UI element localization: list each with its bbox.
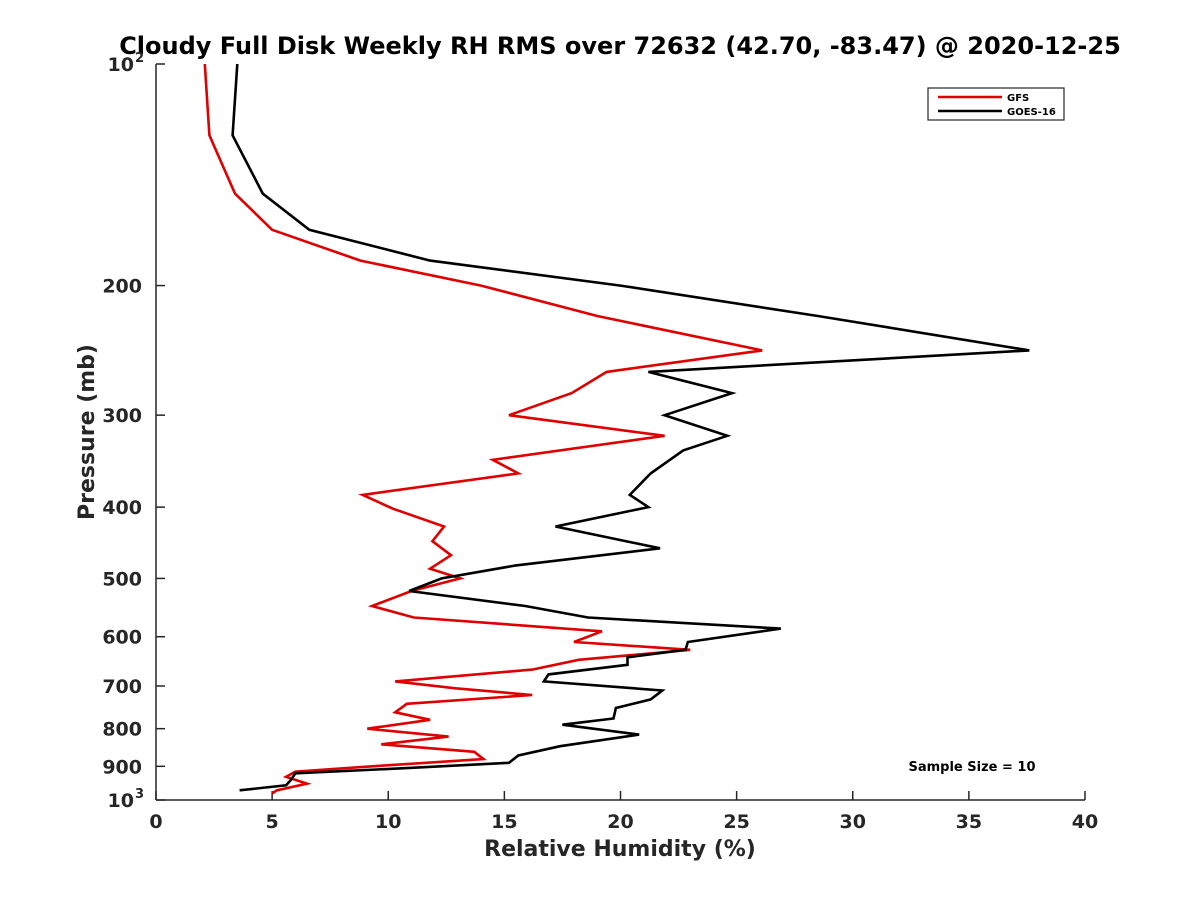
x-tick-label: 25 <box>723 811 749 833</box>
x-tick-label: 35 <box>956 811 982 833</box>
y-tick-label: 700 <box>102 676 142 698</box>
y-tick-label: 500 <box>102 568 142 590</box>
x-tick-label: 5 <box>266 811 279 833</box>
y-tick-label: 600 <box>102 627 142 649</box>
y-axis-label: Pressure (mb) <box>75 344 100 520</box>
x-tick-label: 20 <box>607 811 633 833</box>
x-tick-label: 30 <box>840 811 866 833</box>
plot-area: 0 5 10 15 20 25 30 35 40 10 220030040050060070080… <box>102 51 1098 833</box>
x-tick-label: 10 <box>375 811 401 833</box>
x-tick-label: 40 <box>1072 811 1098 833</box>
series-layer <box>203 63 1030 795</box>
x-tick-label: 0 <box>149 811 162 833</box>
series-line-gfs <box>203 63 763 795</box>
y-tick-label: 800 <box>102 719 142 741</box>
y-tick-exponent: 2 <box>135 51 144 66</box>
y-tick-label: 10 <box>108 54 134 76</box>
x-axis-label: Relative Humidity (%) <box>484 837 756 862</box>
series-line-goes16 <box>231 63 1030 792</box>
y-tick-label: 200 <box>102 276 142 298</box>
y-tick-exponent: 3 <box>135 787 144 802</box>
x-axis-ticks: 0 5 10 15 20 25 30 35 40 <box>149 791 1098 833</box>
y-tick-label: 400 <box>102 497 142 519</box>
y-tick-label: 10 <box>108 790 134 812</box>
legend-label-goes16: GOES-16 <box>1007 107 1056 118</box>
y-tick-label: 300 <box>102 405 142 427</box>
sample-size-annotation: Sample Size = 10 <box>908 760 1035 775</box>
y-tick-label: 900 <box>102 756 142 778</box>
legend: GFS GOES-16 <box>927 87 1065 121</box>
legend-label-gfs: GFS <box>1007 93 1029 104</box>
chart-title: Cloudy Full Disk Weekly RH RMS over 7263… <box>119 32 1121 60</box>
legend-box <box>927 87 1065 121</box>
x-tick-label: 15 <box>491 811 517 833</box>
